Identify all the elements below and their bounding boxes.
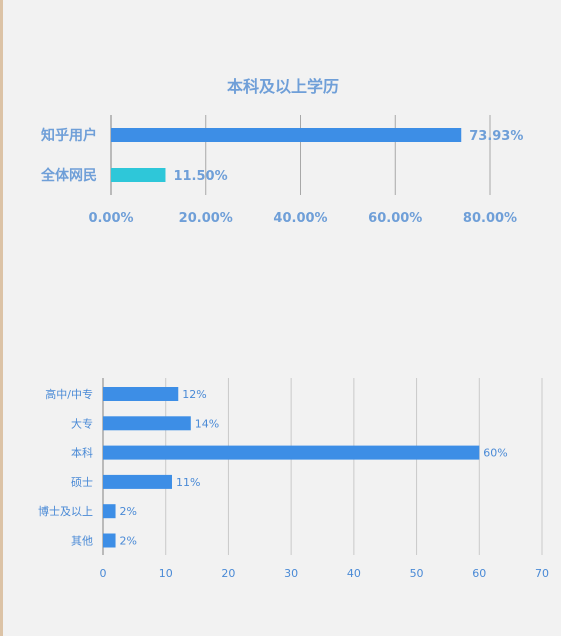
bar [103,445,480,460]
x-tick-label: 80.00% [463,211,517,226]
x-tick-label: 60.00% [368,211,422,226]
data-label: 73.93% [469,129,523,144]
chart-education-comparison: 本科及以上学历 0.00% 20.00% 40.00% 60.00% 80.00% 知乎用户… [40,77,523,226]
chart-education-distribution: 0 10 20 30 40 50 60 70 高中/中专 12% 大专 14% 本科 60% 硕士 11% 博士… [38,378,549,580]
x-tick-label: 40.00% [273,211,327,226]
x-tick-label: 40 [347,567,361,580]
category-label: 博士及以上 [38,505,93,518]
bar [111,128,462,142]
x-tick-label: 30 [284,567,298,580]
data-label: 11.50% [173,169,227,184]
x-tick-label: 60 [472,567,486,580]
category-label: 知乎用户 [41,127,97,144]
x-tick-label: 50 [410,567,424,580]
bar [103,533,116,548]
x-tick-label: 10 [159,567,173,580]
bar [103,474,172,489]
data-label: 2% [120,535,137,548]
x-tick-label: 0 [100,567,107,580]
bar [103,504,116,519]
data-label: 60% [483,447,507,460]
bar [111,168,166,182]
category-label: 全体网民 [40,167,97,184]
data-label: 14% [195,417,219,430]
data-label: 2% [120,505,137,518]
bar [103,387,179,401]
x-tick-label: 0.00% [88,211,133,226]
category-label: 本科 [71,446,93,460]
x-tick-label: 70 [535,567,549,580]
chart-title: 本科及以上学历 [227,77,339,96]
data-label: 11% [176,476,200,489]
bar [103,416,191,431]
category-label: 硕士 [71,476,93,489]
category-label: 高中/中专 [45,387,93,401]
data-label: 12% [182,388,206,401]
category-label: 大专 [71,416,93,430]
x-tick-label: 20.00% [179,211,233,226]
category-label: 其他 [71,535,93,548]
x-tick-label: 20 [221,567,235,580]
